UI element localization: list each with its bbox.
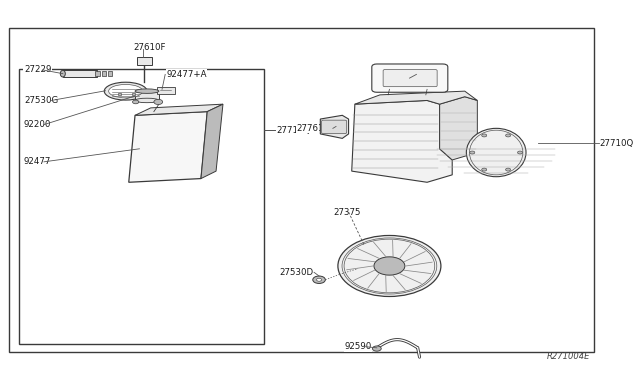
Bar bbox=[95, 71, 100, 76]
Bar bbox=[118, 93, 121, 95]
Circle shape bbox=[338, 235, 441, 296]
Ellipse shape bbox=[104, 82, 147, 100]
Text: 92477: 92477 bbox=[24, 157, 51, 166]
Text: 27715Q: 27715Q bbox=[276, 126, 310, 135]
Text: 92590: 92590 bbox=[344, 342, 371, 351]
Ellipse shape bbox=[109, 84, 143, 98]
Text: 27417: 27417 bbox=[418, 70, 445, 79]
PathPatch shape bbox=[320, 115, 349, 138]
Ellipse shape bbox=[135, 89, 159, 93]
Text: 92200: 92200 bbox=[24, 120, 51, 129]
PathPatch shape bbox=[201, 104, 223, 179]
Circle shape bbox=[313, 276, 325, 283]
Circle shape bbox=[518, 151, 522, 154]
Text: 27530G: 27530G bbox=[24, 96, 58, 105]
Circle shape bbox=[374, 257, 405, 275]
Ellipse shape bbox=[467, 128, 526, 177]
PathPatch shape bbox=[352, 100, 452, 182]
PathPatch shape bbox=[440, 97, 477, 160]
Text: 27710Q: 27710Q bbox=[600, 139, 634, 148]
Circle shape bbox=[154, 99, 163, 105]
Circle shape bbox=[506, 168, 511, 171]
Ellipse shape bbox=[135, 98, 159, 103]
PathPatch shape bbox=[355, 91, 477, 104]
Circle shape bbox=[506, 134, 511, 137]
PathPatch shape bbox=[135, 104, 223, 115]
Text: 27530D: 27530D bbox=[280, 268, 314, 277]
Bar bbox=[135, 91, 159, 100]
FancyBboxPatch shape bbox=[372, 64, 448, 92]
Bar bbox=[132, 93, 135, 95]
PathPatch shape bbox=[129, 112, 207, 182]
FancyBboxPatch shape bbox=[321, 120, 347, 134]
Text: R271004E: R271004E bbox=[547, 352, 590, 361]
Text: 27375: 27375 bbox=[333, 208, 360, 217]
Circle shape bbox=[470, 151, 475, 154]
Circle shape bbox=[372, 346, 381, 351]
Bar bbox=[137, 57, 152, 65]
Circle shape bbox=[482, 134, 487, 137]
Bar bbox=[63, 70, 97, 77]
Bar bbox=[10, 28, 593, 352]
Circle shape bbox=[317, 278, 321, 281]
FancyBboxPatch shape bbox=[383, 70, 437, 87]
Text: 27761N: 27761N bbox=[296, 124, 330, 133]
Bar bbox=[108, 71, 113, 76]
Bar bbox=[157, 87, 175, 94]
Circle shape bbox=[132, 100, 139, 104]
Bar bbox=[102, 71, 106, 76]
Text: 92477+A: 92477+A bbox=[166, 70, 207, 79]
Text: 27610F: 27610F bbox=[133, 43, 166, 52]
Circle shape bbox=[482, 168, 487, 171]
Text: 27229: 27229 bbox=[24, 65, 51, 74]
Ellipse shape bbox=[60, 70, 65, 77]
Bar bbox=[19, 69, 264, 344]
